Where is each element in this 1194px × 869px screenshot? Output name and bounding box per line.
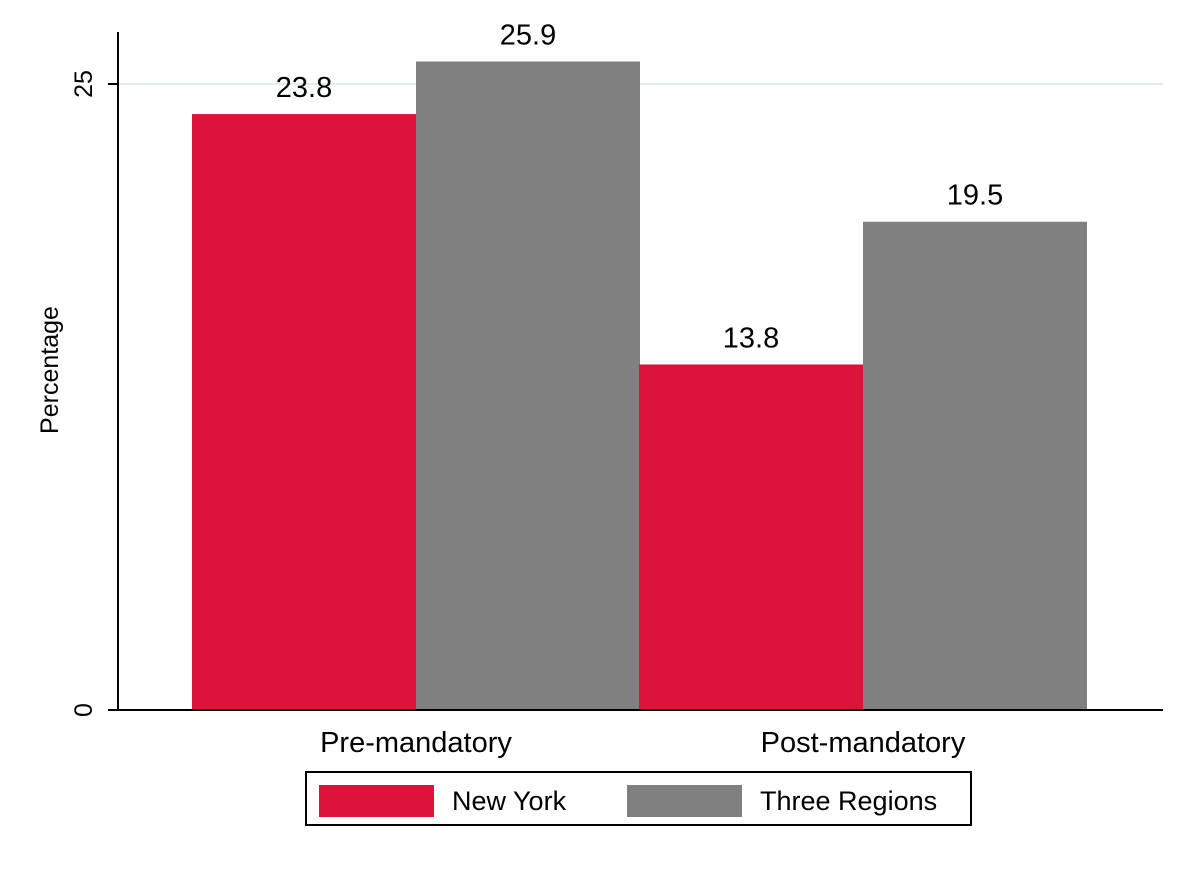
data-label: 25.9	[500, 19, 556, 51]
y-tick-label: 0	[70, 703, 98, 717]
data-labels: 23.8 25.9 13.8 19.5	[276, 19, 1003, 354]
bar-three-regions-post-mandatory	[863, 221, 1087, 710]
legend-label-three-regions: Three Regions	[760, 785, 938, 816]
legend-item-new-york: New York	[319, 785, 566, 817]
bar-new-york-pre-mandatory	[192, 114, 416, 711]
legend-swatch-three-regions	[627, 785, 742, 817]
x-tick-labels: Pre-mandatory Post-mandatory	[320, 727, 966, 759]
bars	[192, 61, 1087, 711]
y-ticks: 0 25	[70, 70, 118, 717]
x-tick-label: Post-mandatory	[761, 727, 966, 759]
legend-item-three-regions: Three Regions	[627, 785, 937, 817]
data-label: 13.8	[723, 322, 779, 354]
bar-new-york-post-mandatory	[639, 364, 863, 710]
y-axis-label: Percentage	[36, 306, 64, 434]
data-label: 19.5	[947, 180, 1003, 212]
data-label: 23.8	[276, 72, 332, 104]
x-tick-label: Pre-mandatory	[320, 727, 512, 759]
legend-label-new-york: New York	[452, 785, 567, 816]
y-tick-label: 25	[70, 70, 98, 98]
bar-three-regions-pre-mandatory	[416, 61, 640, 711]
legend: New York Three Regions	[305, 771, 972, 826]
legend-swatch-new-york	[319, 785, 434, 817]
